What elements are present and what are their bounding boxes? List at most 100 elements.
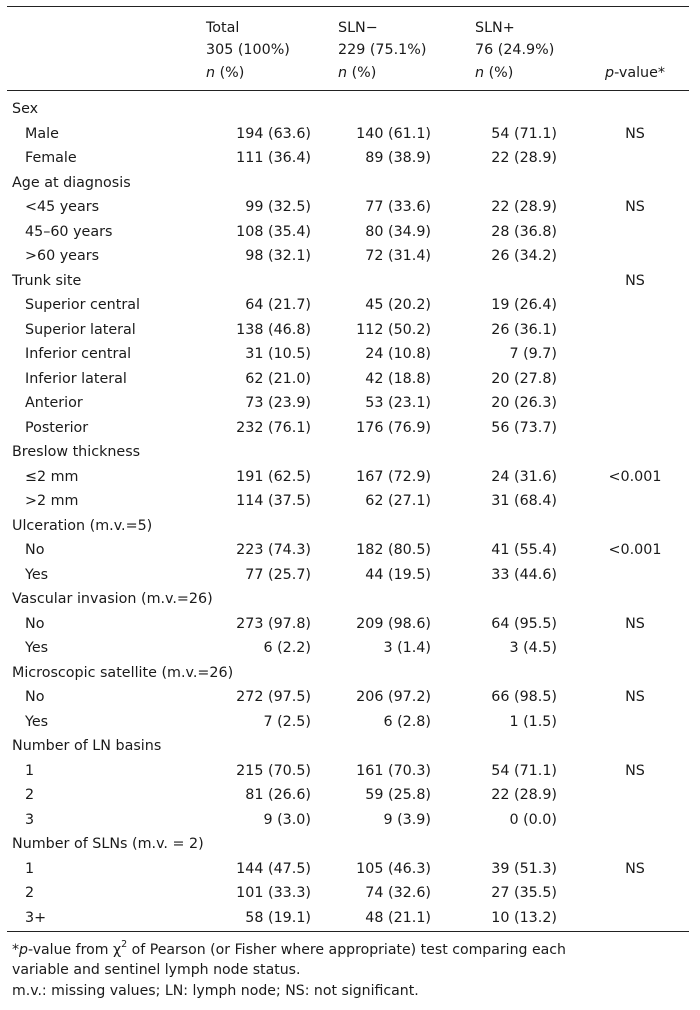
cell-sln-positive: 54 (71.1): [491, 762, 557, 779]
row-label: Male: [25, 125, 59, 142]
table-group-row: Trunk site NS: [0, 269, 700, 294]
cell-p-value: NS: [625, 615, 645, 632]
cell-sln-positive: 3 (4.5): [509, 640, 557, 656]
cell-sln-positive: 39 (51.3): [491, 860, 557, 877]
table-group-row: Age at diagnosis: [0, 171, 700, 196]
cell-sln-positive: 1 (1.5): [509, 713, 557, 730]
table-row: Male 194 (63.6) 140 (61.1) 54 (71.1) NS: [0, 122, 700, 147]
cell-sln-negative: 45 (20.2): [365, 297, 431, 313]
row-label: 1: [25, 860, 35, 877]
cell-total: 98 (32.1): [245, 248, 311, 264]
table-group-row: Breslow thickness: [0, 440, 700, 465]
cell-total: 9 (3.0): [263, 811, 311, 828]
cell-total: 215 (70.5): [236, 762, 311, 779]
cell-total: 273 (97.8): [236, 615, 311, 632]
cell-total: 111 (36.4): [236, 150, 311, 166]
cell-sln-positive: 54 (71.1): [491, 125, 557, 142]
row-label: 2: [25, 885, 35, 901]
header-sln-positive-column: SLN+ 76 (24.9%) n (%): [475, 17, 554, 84]
table-row: Inferior central 31 (10.5) 24 (10.8) 7 (9.7…: [0, 342, 700, 367]
cell-p-value: NS: [625, 199, 645, 215]
cell-sln-positive: 33 (44.6): [491, 566, 557, 583]
cell-total: 144 (47.5): [236, 860, 311, 877]
header-pos-unit: n (%): [475, 64, 514, 81]
table-row: Yes 6 (2.2) 3 (1.4) 3 (4.5): [0, 636, 700, 661]
row-label: >60 years: [25, 248, 100, 264]
cell-sln-negative: 9 (3.9): [383, 811, 431, 828]
row-label: No: [25, 542, 45, 558]
row-label: 1: [25, 762, 35, 779]
cell-total: 7 (2.5): [263, 713, 311, 730]
cell-total: 6 (2.2): [263, 640, 311, 656]
table-row: Female 111 (36.4) 89 (38.9) 22 (28.9): [0, 146, 700, 171]
cell-sln-negative: 44 (19.5): [365, 566, 431, 583]
row-label: <45 years: [25, 199, 100, 215]
cell-sln-positive: 22 (28.9): [491, 150, 557, 166]
header-rule: [7, 90, 689, 91]
header-neg-unit: n (%): [338, 64, 377, 81]
footnote: *p-value from χ2 of Pearson (or Fisher w…: [12, 940, 692, 1001]
group-label: Breslow thickness: [12, 444, 141, 460]
table-group-row: Sex: [0, 97, 700, 122]
footnote-line-1: *p-value from χ2 of Pearson (or Fisher w…: [12, 939, 566, 958]
table-row: >60 years 98 (32.1) 72 (31.4) 26 (34.2): [0, 244, 700, 269]
table-row: Inferior lateral 62 (21.0) 42 (18.8) 20 (27…: [0, 367, 700, 392]
table-header: Total 305 (100%) n (%) SLN− 229 (75.1%) …: [0, 17, 700, 89]
cell-sln-negative: 3 (1.4): [383, 640, 431, 656]
table-group-row: Ulceration (m.v.=5): [0, 514, 700, 539]
cell-sln-positive: 0 (0.0): [509, 811, 557, 828]
cell-total: 31 (10.5): [245, 346, 311, 362]
table-row: 2 101 (33.3) 74 (32.6) 27 (35.5): [0, 881, 700, 906]
cell-total: 64 (21.7): [245, 297, 311, 313]
cell-sln-negative: 74 (32.6): [365, 885, 431, 901]
top-rule: [7, 6, 689, 7]
header-pos-name: SLN+: [475, 20, 515, 36]
cell-sln-positive: 19 (26.4): [491, 297, 557, 313]
group-label: Age at diagnosis: [12, 174, 131, 191]
cell-total: 77 (25.7): [245, 566, 311, 583]
cell-sln-positive: 56 (73.7): [491, 419, 557, 436]
cell-sln-negative: 53 (23.1): [365, 395, 431, 411]
cell-total: 101 (33.3): [236, 885, 311, 901]
cell-total: 108 (35.4): [236, 223, 311, 240]
cell-total: 138 (46.8): [236, 321, 311, 338]
cell-sln-negative: 6 (2.8): [383, 713, 431, 730]
row-label: Yes: [25, 566, 49, 583]
cell-sln-positive: 27 (35.5): [491, 885, 557, 901]
row-label: Anterior: [25, 395, 83, 411]
cell-sln-negative: 140 (61.1): [356, 125, 431, 142]
cell-sln-positive: 7 (9.7): [509, 346, 557, 362]
row-label: 3+: [25, 909, 47, 926]
cell-sln-positive: 22 (28.9): [491, 787, 557, 803]
cell-sln-negative: 182 (80.5): [356, 542, 431, 558]
footnote-line-3: m.v.: missing values; LN: lymph node; NS…: [12, 982, 419, 999]
table-row: 45–60 years 108 (35.4) 80 (34.9) 28 (36.8): [0, 220, 700, 245]
header-total-unit: n (%): [206, 64, 245, 81]
table-row: 2 81 (26.6) 59 (25.8) 22 (28.9): [0, 783, 700, 808]
cell-sln-negative: 48 (21.1): [365, 909, 431, 926]
table-row: No 223 (74.3) 182 (80.5) 41 (55.4) <0.001: [0, 538, 700, 563]
table-row: Yes 77 (25.7) 44 (19.5) 33 (44.6): [0, 563, 700, 588]
cell-total: 62 (21.0): [245, 370, 311, 387]
table-group-row: Microscopic satellite (m.v.=26): [0, 661, 700, 686]
cell-p-value: <0.001: [608, 468, 662, 485]
row-label: Superior lateral: [25, 321, 136, 338]
row-label: ≤2 mm: [25, 468, 79, 485]
cell-sln-positive: 41 (55.4): [491, 542, 557, 558]
cell-total: 191 (62.5): [236, 468, 311, 485]
cell-p-value: NS: [625, 272, 645, 289]
table-row: 1 215 (70.5) 161 (70.3) 54 (71.1) NS: [0, 759, 700, 784]
header-p-value: p-value*: [605, 64, 666, 81]
cell-sln-negative: 161 (70.3): [356, 762, 431, 779]
cell-p-value: NS: [625, 125, 645, 142]
row-label: 3: [25, 811, 35, 828]
table-group-row: Vascular invasion (m.v.=26): [0, 587, 700, 612]
cell-sln-negative: 72 (31.4): [365, 248, 431, 264]
table-row: No 273 (97.8) 209 (98.6) 64 (95.5) NS: [0, 612, 700, 637]
table-row: >2 mm 114 (37.5) 62 (27.1) 31 (68.4): [0, 489, 700, 514]
table-row: No 272 (97.5) 206 (97.2) 66 (98.5) NS: [0, 685, 700, 710]
header-neg-count: 229 (75.1%): [338, 42, 427, 59]
group-label: Number of SLNs (m.v. = 2): [12, 836, 204, 852]
row-label: Inferior lateral: [25, 370, 127, 387]
